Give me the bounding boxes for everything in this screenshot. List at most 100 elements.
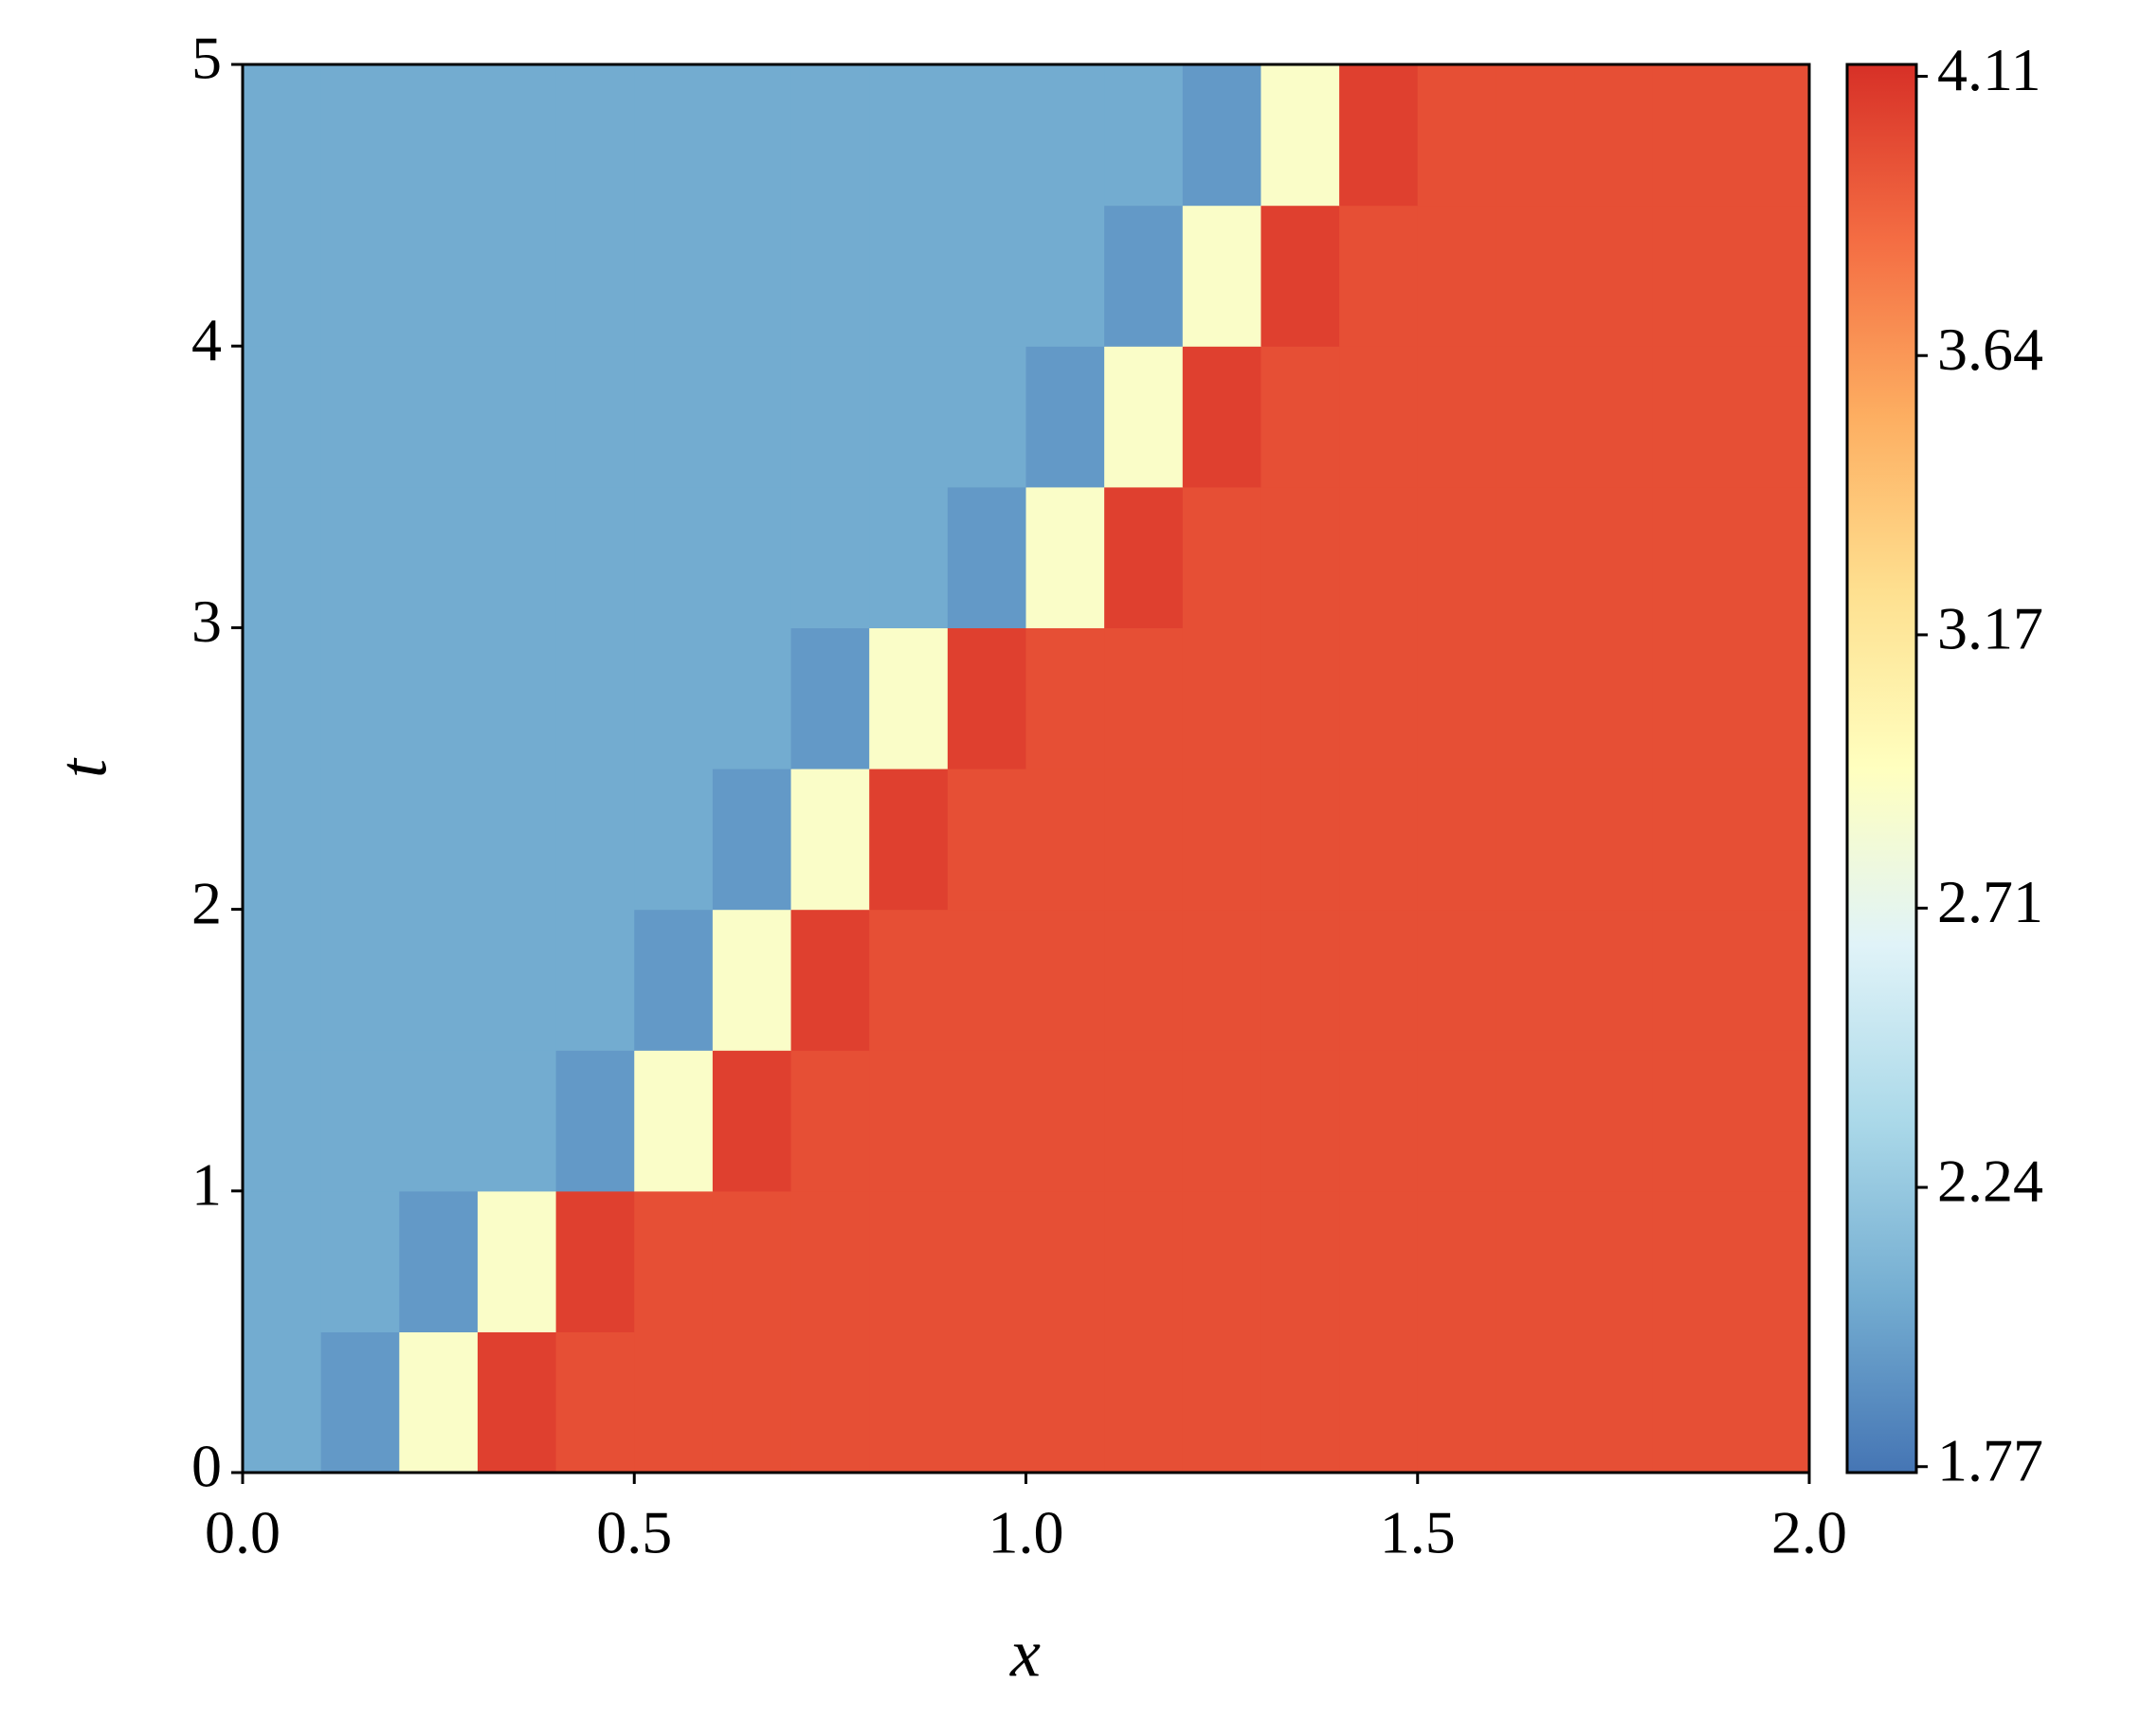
heat-cell <box>1182 1190 1262 1332</box>
heat-cell <box>1104 486 1184 628</box>
heat-cell <box>555 1190 635 1332</box>
heat-cell <box>712 1190 792 1332</box>
heat-cell <box>1574 346 1654 488</box>
heat-cell <box>477 1190 557 1332</box>
heat-cell <box>869 1190 949 1332</box>
heat-cell <box>1652 627 1732 769</box>
heat-cell <box>1496 205 1575 347</box>
heat-cell <box>555 769 635 911</box>
heat-cell <box>790 205 870 347</box>
heat-cell <box>1260 769 1340 911</box>
heat-cell <box>1104 205 1184 347</box>
colorbar <box>1845 63 1918 1474</box>
colorbar-tick-label: 3.17 <box>1937 595 2043 662</box>
heat-cell <box>1182 64 1262 207</box>
heat-cell <box>634 205 714 347</box>
heat-cell <box>1731 205 1810 347</box>
heat-cell <box>399 769 479 911</box>
heat-cell <box>869 627 949 769</box>
heat-cell <box>1417 627 1496 769</box>
heat-cell <box>869 486 949 628</box>
heat-cell <box>1339 909 1419 1051</box>
heat-cell <box>1025 1050 1105 1192</box>
heat-cell <box>790 1050 870 1192</box>
heat-cell <box>947 486 1027 628</box>
heat-cell <box>1339 1050 1419 1192</box>
x-tick-label: 2.0 <box>1771 1499 1847 1566</box>
heat-cell <box>1260 909 1340 1051</box>
heat-cell <box>555 205 635 347</box>
heat-cell <box>399 627 479 769</box>
heat-cell <box>634 909 714 1051</box>
heat-cell <box>1260 1331 1340 1474</box>
heat-cell <box>634 486 714 628</box>
heat-cell <box>947 1050 1027 1192</box>
heat-cell <box>1182 1331 1262 1474</box>
heat-cell <box>1260 1050 1340 1192</box>
heat-cell <box>790 346 870 488</box>
heat-cell <box>1731 64 1810 207</box>
heat-cell <box>1025 1331 1105 1474</box>
heat-cell <box>1574 769 1654 911</box>
heat-cell <box>320 1190 400 1332</box>
heat-cell <box>1025 769 1105 911</box>
colorbar-tick-label: 4.11 <box>1937 36 2041 103</box>
heat-cell <box>243 486 322 628</box>
heat-cell <box>869 346 949 488</box>
heat-cell <box>399 346 479 488</box>
heat-cell <box>1025 205 1105 347</box>
heat-cell <box>1417 1190 1496 1332</box>
heat-cell <box>1260 1190 1340 1332</box>
heat-cell <box>1574 1190 1654 1332</box>
heat-cell <box>1025 486 1105 628</box>
heat-cell <box>477 769 557 911</box>
heat-cell <box>1260 64 1340 207</box>
heat-cell <box>1417 346 1496 488</box>
heat-cell <box>790 769 870 911</box>
heat-cell <box>555 346 635 488</box>
heat-cell <box>477 909 557 1051</box>
heat-cell <box>1104 627 1184 769</box>
heat-cell <box>399 205 479 347</box>
heat-cell <box>320 627 400 769</box>
heat-cell <box>634 627 714 769</box>
heat-cell <box>1025 64 1105 207</box>
heat-cell <box>320 486 400 628</box>
heat-cell <box>1339 769 1419 911</box>
heat-cell <box>477 1050 557 1192</box>
heat-cell <box>1652 205 1732 347</box>
heat-cell <box>790 486 870 628</box>
colorbar-tick-label: 2.71 <box>1937 868 2043 935</box>
heat-cell <box>1731 1190 1810 1332</box>
y-tick-label: 1 <box>191 1150 222 1218</box>
heat-cell <box>477 205 557 347</box>
heat-cell <box>243 1190 322 1332</box>
heat-cell <box>243 627 322 769</box>
heat-cell <box>1652 64 1732 207</box>
heat-cell <box>320 1050 400 1192</box>
heat-cell <box>1652 1190 1732 1332</box>
heat-cell <box>555 909 635 1051</box>
heat-cell <box>869 1331 949 1474</box>
heat-cell <box>1417 205 1496 347</box>
heat-cell <box>1104 1190 1184 1332</box>
heat-cell <box>790 1331 870 1474</box>
heat-cell <box>1417 486 1496 628</box>
heat-cell <box>320 909 400 1051</box>
heat-cell <box>1339 1331 1419 1474</box>
heat-cell <box>1731 769 1810 911</box>
heat-cell <box>1574 1331 1654 1474</box>
heat-cell <box>1417 64 1496 207</box>
heat-cell <box>712 64 792 207</box>
heat-cell <box>712 346 792 488</box>
heat-cell <box>1182 346 1262 488</box>
heat-cell <box>1574 64 1654 207</box>
heat-cell <box>1182 486 1262 628</box>
heat-cell <box>243 346 322 488</box>
heat-cell <box>947 346 1027 488</box>
heat-cell <box>1731 486 1810 628</box>
heat-cell <box>1417 909 1496 1051</box>
heat-cell <box>1652 346 1732 488</box>
heat-cell <box>1496 1331 1575 1474</box>
